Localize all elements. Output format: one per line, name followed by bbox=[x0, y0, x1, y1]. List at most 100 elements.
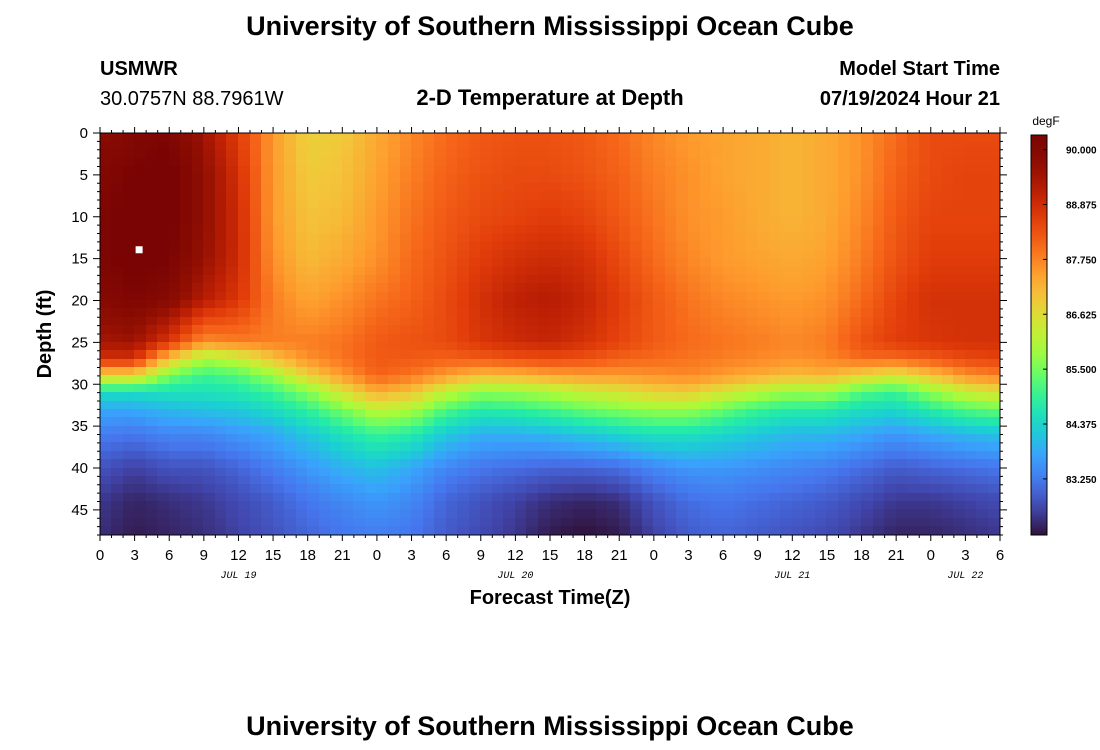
heatmap-cell bbox=[180, 292, 194, 302]
heatmap-cell bbox=[861, 283, 875, 294]
heatmap-cell bbox=[584, 267, 598, 277]
heatmap-cell bbox=[884, 158, 898, 168]
heatmap-cell bbox=[157, 468, 171, 478]
heatmap-cell bbox=[273, 375, 286, 386]
heatmap-cell bbox=[596, 442, 609, 453]
heatmap-cell bbox=[111, 225, 125, 235]
heatmap-cell bbox=[976, 417, 990, 428]
heatmap-cell bbox=[100, 484, 113, 495]
heatmap-cell bbox=[734, 258, 748, 268]
heatmap-cell bbox=[850, 183, 863, 193]
heatmap-cell bbox=[376, 459, 390, 469]
heatmap-cell bbox=[469, 191, 482, 201]
heatmap-cell bbox=[515, 258, 528, 268]
heatmap-cell bbox=[446, 258, 459, 268]
heatmap-cell bbox=[307, 501, 321, 511]
heatmap-cell bbox=[526, 476, 540, 486]
heatmap-cell bbox=[896, 526, 909, 536]
heatmap-cell bbox=[169, 409, 182, 419]
heatmap-cell bbox=[411, 258, 425, 268]
heatmap-cell bbox=[769, 501, 782, 511]
heatmap-cell bbox=[561, 526, 575, 536]
heatmap-cell bbox=[388, 434, 401, 444]
heatmap-cell bbox=[619, 484, 632, 495]
heatmap-cell bbox=[965, 417, 978, 428]
heatmap-cell bbox=[342, 174, 355, 185]
heatmap-cell bbox=[711, 275, 725, 285]
heatmap-cell bbox=[976, 434, 990, 444]
heatmap-cell bbox=[746, 375, 759, 386]
heatmap-cell bbox=[619, 308, 632, 319]
heatmap-cell bbox=[965, 350, 978, 361]
heatmap-cell bbox=[307, 401, 321, 411]
heatmap-cell bbox=[676, 200, 690, 210]
heatmap-cell bbox=[988, 392, 1001, 402]
heatmap-cell bbox=[319, 401, 332, 411]
heatmap-cell bbox=[353, 442, 367, 453]
heatmap-cell bbox=[711, 141, 725, 151]
heatmap-cell bbox=[850, 216, 863, 227]
heatmap-cell bbox=[953, 275, 967, 285]
heatmap-cell bbox=[526, 141, 540, 151]
heatmap-cell bbox=[250, 350, 263, 361]
heatmap-cell bbox=[365, 476, 378, 486]
heatmap-cell bbox=[123, 317, 136, 327]
heatmap-cell bbox=[296, 158, 309, 168]
heatmap-cell bbox=[734, 468, 748, 478]
heatmap-cell bbox=[550, 367, 563, 377]
heatmap-cell bbox=[180, 325, 194, 335]
heatmap-cell bbox=[873, 250, 886, 260]
heatmap-cell bbox=[180, 166, 194, 176]
heatmap-cell bbox=[596, 426, 609, 436]
heatmap-cell bbox=[757, 216, 771, 227]
heatmap-cell bbox=[284, 375, 298, 386]
heatmap-cell bbox=[134, 442, 148, 453]
heatmap-cell bbox=[261, 191, 275, 201]
heatmap-cell bbox=[746, 133, 759, 143]
heatmap-cell bbox=[723, 359, 736, 369]
heatmap-cell bbox=[111, 468, 125, 478]
heatmap-cell bbox=[803, 208, 817, 218]
heatmap-cell bbox=[250, 308, 263, 319]
heatmap-cell bbox=[907, 300, 921, 310]
heatmap-cell bbox=[273, 250, 286, 260]
heatmap-cell bbox=[365, 267, 378, 277]
heatmap-cell bbox=[919, 409, 932, 419]
heatmap-cell bbox=[734, 359, 748, 369]
heatmap-cell bbox=[146, 459, 159, 469]
heatmap-cell bbox=[607, 509, 621, 520]
heatmap-cell bbox=[676, 158, 690, 168]
heatmap-cell bbox=[780, 216, 794, 227]
heatmap-cell bbox=[769, 468, 782, 478]
heatmap-cell bbox=[457, 375, 471, 386]
heatmap-cell bbox=[134, 225, 148, 235]
heatmap-cell bbox=[226, 250, 240, 260]
heatmap-cell bbox=[342, 334, 355, 344]
heatmap-cell bbox=[907, 216, 921, 227]
heatmap-cell bbox=[284, 275, 298, 285]
heatmap-cell bbox=[273, 183, 286, 193]
heatmap-cell bbox=[503, 384, 517, 394]
heatmap-cell bbox=[192, 149, 205, 160]
heatmap-cell bbox=[342, 493, 355, 503]
heatmap-cell bbox=[261, 158, 275, 168]
heatmap-cell bbox=[757, 308, 771, 319]
heatmap-cell bbox=[480, 308, 494, 319]
heatmap-cell bbox=[988, 200, 1001, 210]
heatmap-cell bbox=[296, 183, 309, 193]
heatmap-cell bbox=[411, 451, 425, 461]
heatmap-cell bbox=[319, 392, 332, 402]
heatmap-cell bbox=[100, 317, 113, 327]
heatmap-cell bbox=[757, 509, 771, 520]
heatmap-cell bbox=[930, 401, 944, 411]
heatmap-cell bbox=[192, 409, 205, 419]
heatmap-cell bbox=[526, 375, 540, 386]
heatmap-cell bbox=[688, 392, 701, 402]
heatmap-cell bbox=[330, 509, 344, 520]
heatmap-cell bbox=[896, 468, 909, 478]
heatmap-cell bbox=[711, 208, 725, 218]
heatmap-cell bbox=[203, 442, 217, 453]
heatmap-cell bbox=[780, 317, 794, 327]
heatmap-cell bbox=[653, 484, 667, 495]
heatmap-cell bbox=[826, 367, 840, 377]
